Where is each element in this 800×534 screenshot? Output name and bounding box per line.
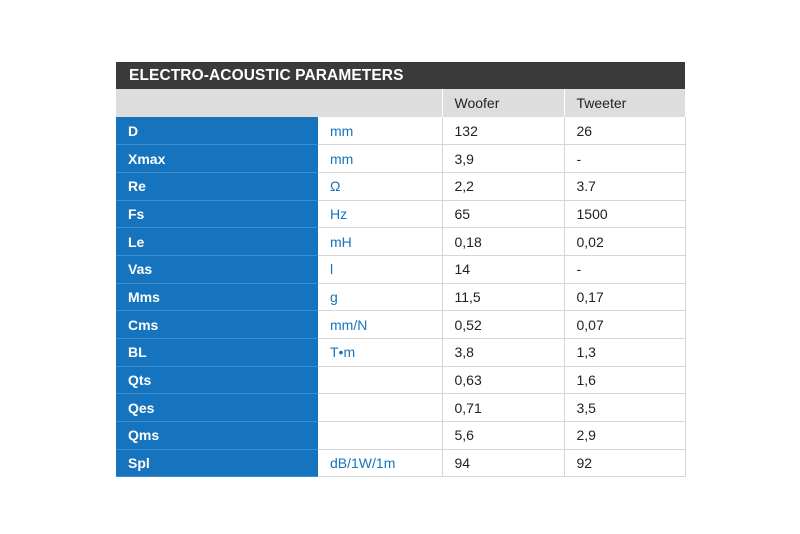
header-woofer: Woofer: [441, 89, 564, 117]
param-name: Mms: [116, 283, 318, 312]
table-title: ELECTRO-ACOUSTIC PARAMETERS: [116, 62, 685, 89]
woofer-value: 3,8: [441, 338, 564, 367]
tweeter-value: 1500: [563, 200, 686, 229]
woofer-value: 0,52: [441, 310, 564, 339]
table-row: Qts 0,63 1,6: [116, 366, 686, 395]
tweeter-value: 1,3: [563, 338, 686, 367]
woofer-value: 3,9: [441, 144, 564, 173]
woofer-value: 65: [441, 200, 564, 229]
woofer-value: 5,6: [441, 421, 564, 450]
tweeter-value: 92: [563, 449, 686, 478]
table-row: Mms g 11,5 0,17: [116, 283, 686, 312]
param-unit: [318, 421, 442, 450]
param-unit: T•m: [318, 338, 442, 367]
param-unit: dB/1W/1m: [318, 449, 442, 478]
woofer-value: 14: [441, 255, 564, 284]
param-unit: mH: [318, 227, 442, 256]
woofer-value: 94: [441, 449, 564, 478]
tweeter-value: 2,9: [563, 421, 686, 450]
param-name: Cms: [116, 310, 318, 339]
tweeter-value: -: [563, 255, 686, 284]
table-row: Qes 0,71 3,5: [116, 393, 686, 423]
table-row: Vas l 14-: [116, 255, 686, 284]
param-unit: g: [318, 283, 442, 312]
param-name: D: [116, 117, 318, 146]
param-name: Vas: [116, 255, 318, 284]
param-unit: mm: [318, 144, 442, 173]
header-row: Woofer Tweeter: [116, 89, 685, 117]
param-unit: l: [318, 255, 442, 284]
table-row: BL T•m 3,8 1,3: [116, 338, 686, 367]
param-unit: mm/N: [318, 310, 442, 339]
param-unit: Hz: [318, 200, 442, 229]
woofer-value: 0,18: [441, 227, 564, 256]
tweeter-value: 3.7: [563, 172, 686, 201]
table-row: Re Ω 2,2 3.7: [116, 172, 686, 201]
table-row: Le mH 0,18 0,02: [116, 227, 686, 256]
table-row: Spl dB/1W/1m 94 92: [116, 449, 686, 478]
tweeter-value: 0,07: [563, 310, 686, 339]
param-unit: [318, 366, 442, 395]
header-tweeter: Tweeter: [563, 89, 685, 117]
tweeter-value: 26: [563, 117, 686, 146]
tweeter-value: 0,17: [563, 283, 686, 312]
table-row: Fs Hz 65 1500: [116, 200, 686, 229]
woofer-value: 132: [441, 117, 564, 146]
table-row: Qms 5,6 2,9: [116, 421, 686, 450]
param-name: Re: [116, 172, 318, 201]
param-name: Qms: [116, 421, 318, 450]
param-name: Fs: [116, 200, 318, 229]
woofer-value: 0,71: [441, 393, 564, 423]
param-unit: mm: [318, 117, 442, 146]
tweeter-value: 3,5: [563, 393, 686, 423]
tweeter-value: 0,02: [563, 227, 686, 256]
param-unit: Ω: [318, 172, 442, 201]
table-row: Cms mm/N 0,52 0,07: [116, 310, 686, 339]
param-name: BL: [116, 338, 318, 367]
param-name: Xmax: [116, 144, 318, 173]
tweeter-value: 1,6: [563, 366, 686, 395]
woofer-value: 11,5: [441, 283, 564, 312]
param-name: Qts: [116, 366, 318, 395]
header-empty-cell: [116, 89, 442, 117]
tweeter-value: -: [563, 144, 686, 173]
param-name: Qes: [116, 393, 318, 423]
woofer-value: 0,63: [441, 366, 564, 395]
table-row: Xmax mm 3,9-: [116, 144, 686, 173]
param-name: Le: [116, 227, 318, 256]
param-name: Spl: [116, 449, 318, 478]
parameters-table-container: ELECTRO-ACOUSTIC PARAMETERS Woofer Tweet…: [116, 62, 686, 478]
woofer-value: 2,2: [441, 172, 564, 201]
param-unit: [318, 393, 442, 423]
